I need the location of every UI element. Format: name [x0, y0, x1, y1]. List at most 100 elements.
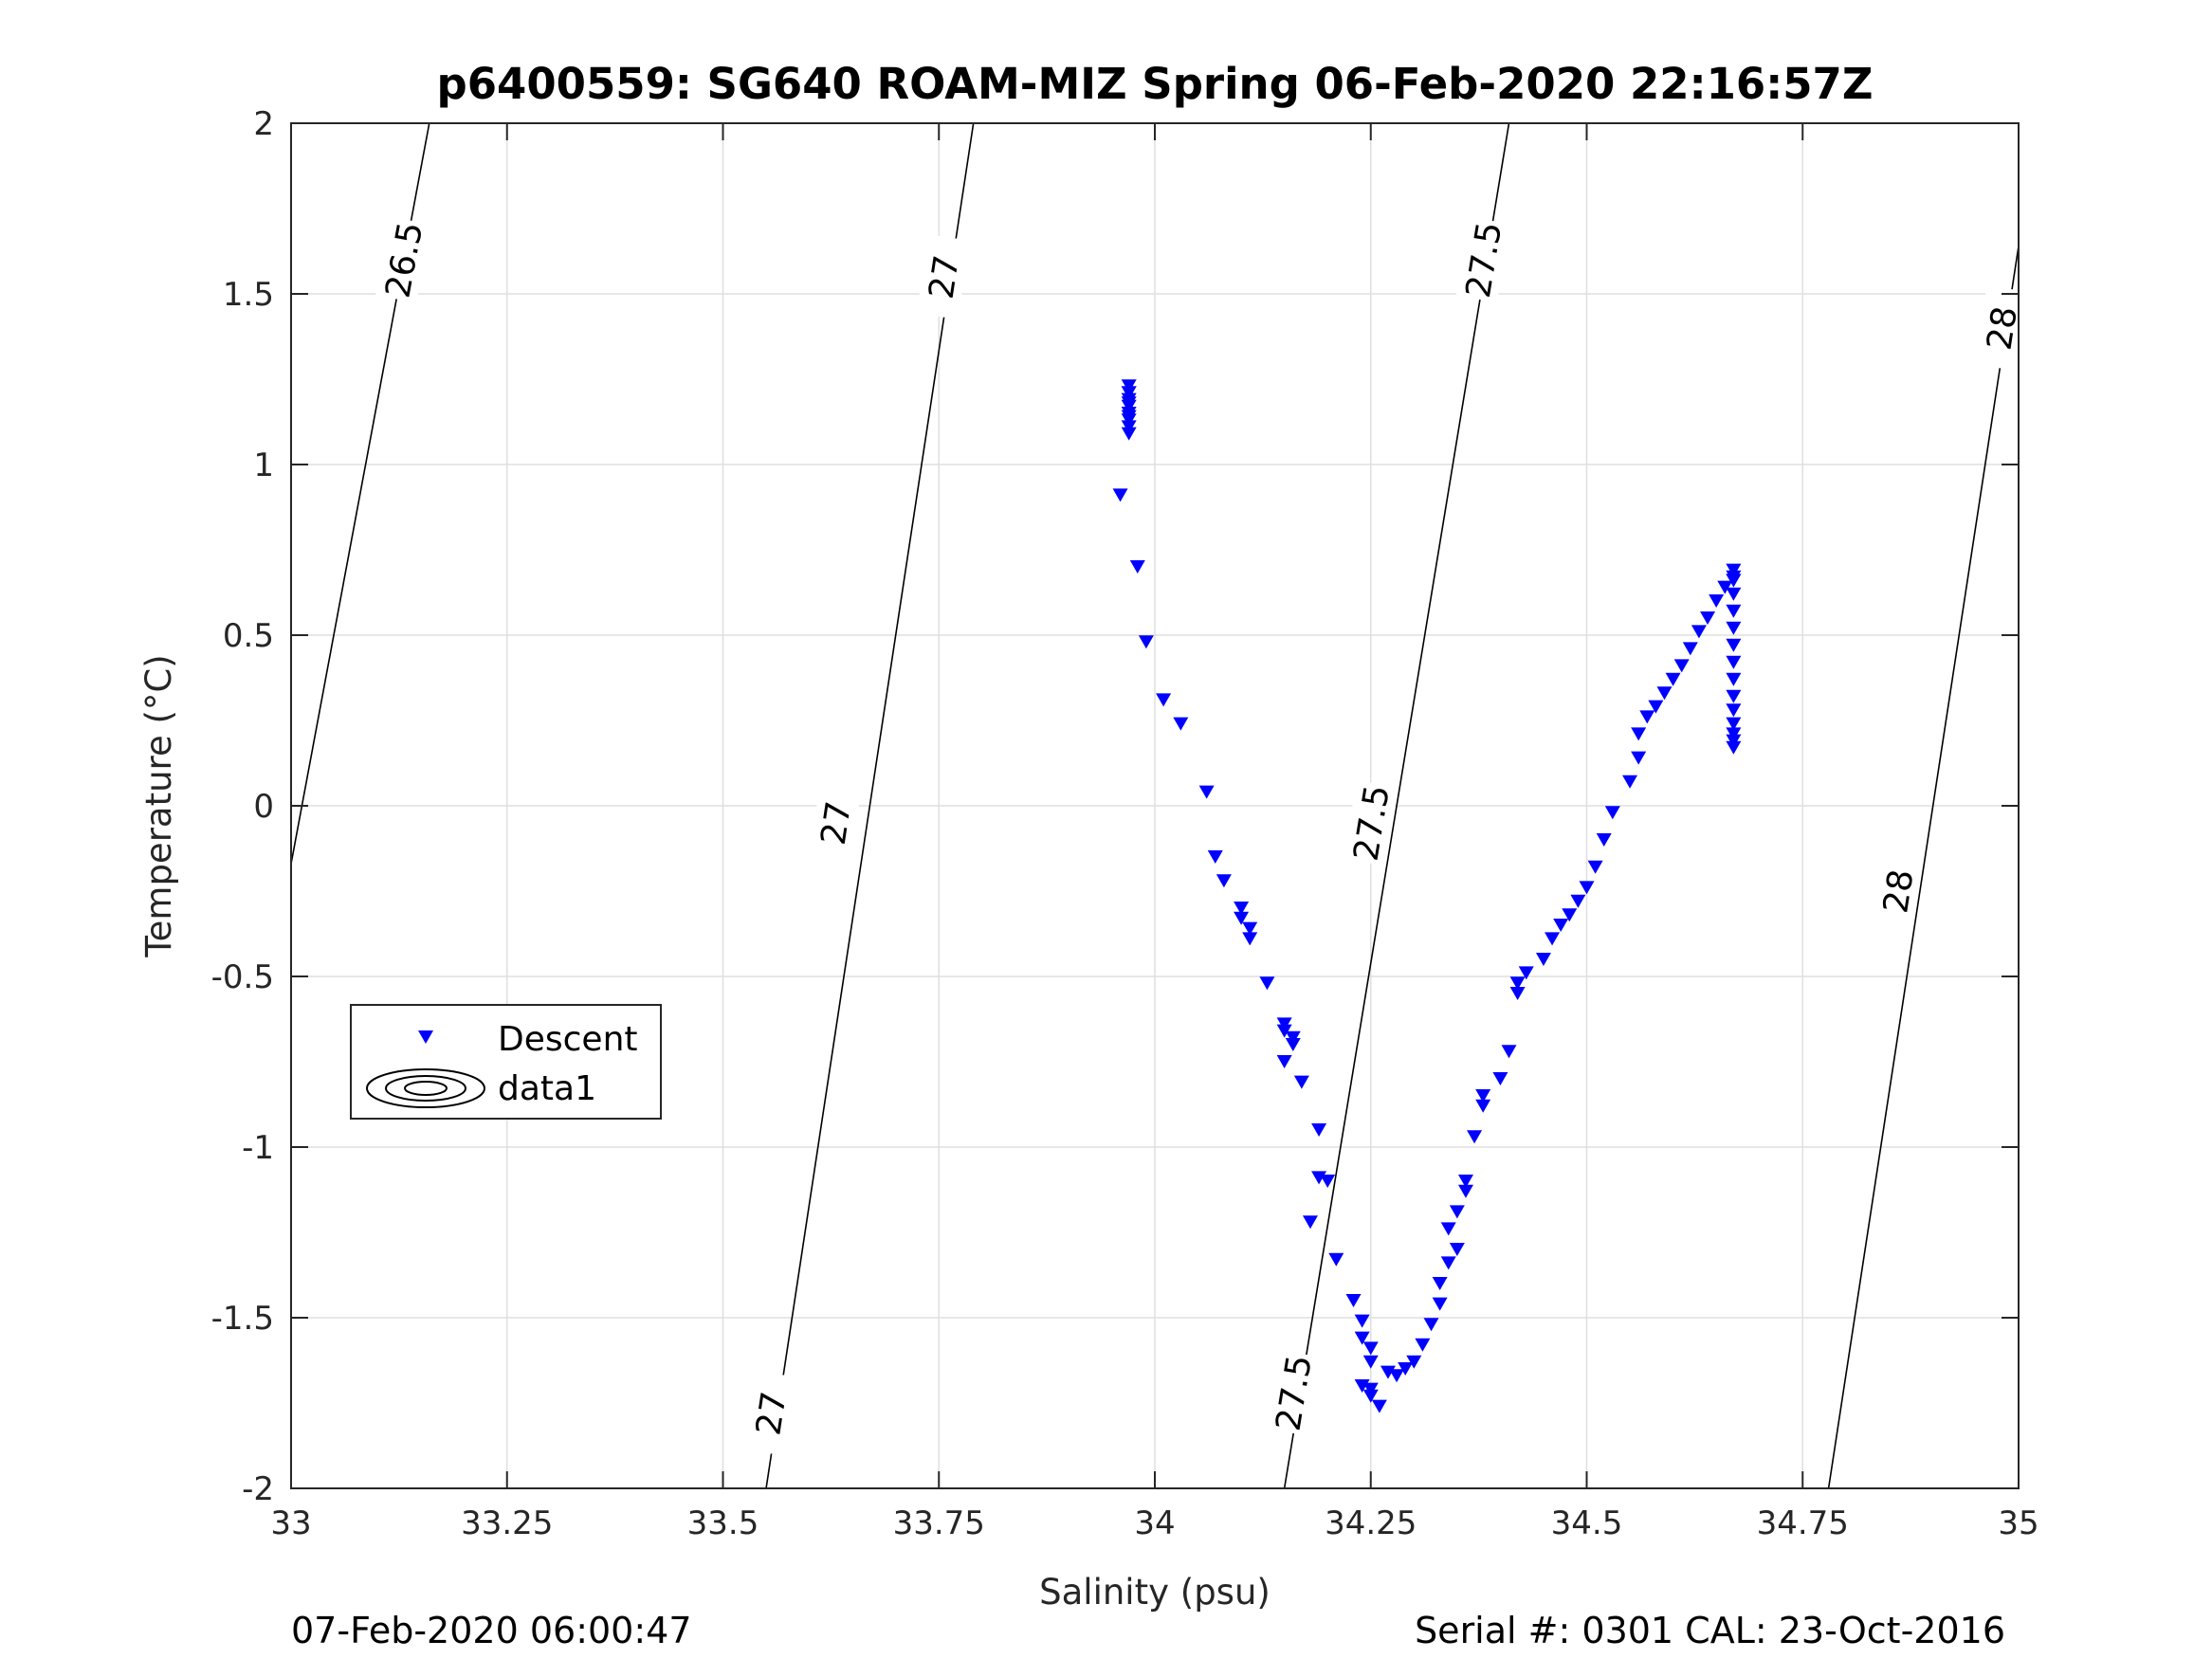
- legend-descent-marker: [418, 1030, 433, 1044]
- descent-point: [1665, 672, 1681, 686]
- contour-label-bg: [916, 234, 970, 319]
- descent-point: [1440, 1256, 1456, 1270]
- descent-point: [1639, 710, 1655, 724]
- descent-point: [1129, 560, 1145, 574]
- y-tick-label: 1: [253, 447, 274, 484]
- descent-point: [1121, 420, 1137, 434]
- descent-point: [1121, 396, 1137, 410]
- descent-point: [1398, 1362, 1414, 1376]
- footer-serial-cal: Serial #: 0301 CAL: 23-Oct-2016: [1415, 1610, 2005, 1651]
- grid-lines: [290, 122, 2020, 1489]
- x-tick-label: 34.5: [1551, 1504, 1623, 1542]
- descent-point: [1423, 1318, 1439, 1332]
- descent-point: [1622, 775, 1638, 789]
- descent-point: [1587, 860, 1603, 874]
- contour-label-bg: [1974, 285, 2028, 371]
- descent-point: [1509, 976, 1526, 991]
- contour-label: 27: [923, 253, 967, 301]
- descent-point: [1457, 1184, 1473, 1198]
- descent-point: [1509, 987, 1526, 1000]
- descent-point: [1121, 379, 1137, 393]
- descent-point: [1545, 932, 1561, 946]
- y-axis-label: Temperature (°C): [138, 654, 179, 957]
- descent-point: [1726, 689, 1742, 703]
- descent-point: [1311, 1123, 1327, 1137]
- descent-point: [1432, 1297, 1448, 1311]
- descent-point: [1631, 751, 1647, 765]
- descent-point: [1285, 1030, 1301, 1045]
- descent-point: [1328, 1252, 1344, 1267]
- descent-point: [1207, 850, 1223, 864]
- descent-point: [1112, 488, 1128, 502]
- descent-point: [1440, 1222, 1456, 1236]
- y-tick-label: -0.5: [211, 958, 274, 996]
- descent-point: [1656, 686, 1673, 701]
- descent-point: [1293, 1075, 1309, 1089]
- x-tick-label: 34.75: [1757, 1504, 1849, 1542]
- descent-point: [1432, 1277, 1448, 1290]
- descent-point: [1173, 717, 1189, 731]
- contour-label-bg: [1344, 779, 1398, 866]
- descent-point: [1726, 703, 1742, 718]
- descent-markers: [1112, 379, 1742, 1413]
- contour-label-bg: [808, 780, 862, 866]
- legend: Descent data1: [350, 1004, 662, 1120]
- chart-title: p6400559: SG640 ROAM-MIZ Spring 06-Feb-2…: [437, 59, 1874, 109]
- descent-point: [1354, 1331, 1370, 1345]
- descent-point: [1475, 1089, 1491, 1103]
- descent-point: [1467, 1130, 1483, 1144]
- descent-point: [1276, 1017, 1292, 1031]
- descent-point: [1700, 611, 1716, 625]
- descent-point: [1345, 1294, 1362, 1307]
- descent-point: [1276, 1024, 1292, 1038]
- y-tick-label: -1: [242, 1129, 274, 1167]
- descent-point: [1726, 638, 1742, 652]
- descent-point: [1449, 1205, 1465, 1219]
- descent-point: [1234, 902, 1250, 915]
- descent-point: [1276, 1055, 1292, 1068]
- descent-point: [1726, 621, 1742, 635]
- descent-point: [1389, 1369, 1405, 1383]
- legend-contour-icon: [366, 1068, 485, 1108]
- descent-point: [1138, 635, 1154, 649]
- descent-point: [1449, 1243, 1465, 1256]
- descent-point: [1354, 1314, 1370, 1328]
- legend-box: [350, 1004, 662, 1120]
- descent-point: [1415, 1338, 1431, 1352]
- descent-point: [1726, 563, 1742, 577]
- contour-label-bg: [1455, 216, 1510, 303]
- descent-point: [1726, 574, 1742, 588]
- x-tick-label: 34: [1134, 1504, 1175, 1542]
- descent-point: [1457, 1175, 1473, 1188]
- legend-descent-label: Descent: [498, 1020, 638, 1059]
- descent-point: [1726, 672, 1742, 686]
- x-axis-label: Salinity (psu): [1039, 1572, 1271, 1613]
- y-tick-label: -1.5: [211, 1300, 274, 1338]
- descent-point: [1631, 727, 1647, 741]
- descent-point: [1216, 874, 1232, 888]
- descent-point: [1198, 785, 1215, 799]
- descent-point: [1553, 919, 1569, 932]
- density-contour-line: [1283, 122, 1510, 1489]
- x-tick-label: 35: [1998, 1504, 2038, 1542]
- descent-point: [1562, 908, 1578, 922]
- x-tick-label: 33: [270, 1504, 311, 1542]
- descent-point: [1691, 625, 1707, 639]
- descent-point: [1596, 833, 1612, 847]
- descent-point: [1121, 427, 1137, 441]
- descent-point: [1234, 911, 1250, 925]
- descent-point: [1726, 604, 1742, 618]
- x-tick-label: 33.75: [893, 1504, 985, 1542]
- descent-point: [1121, 410, 1137, 424]
- descent-point: [1380, 1365, 1396, 1379]
- descent-point: [1320, 1175, 1336, 1188]
- descent-point: [1570, 894, 1586, 908]
- y-tick-label: 1.5: [223, 276, 274, 314]
- contour-label: 28: [1876, 866, 1921, 915]
- descent-point: [1726, 655, 1742, 669]
- footer-timestamp: 07-Feb-2020 06:00:47: [291, 1610, 692, 1651]
- descent-point: [1406, 1355, 1422, 1369]
- contour-label: 27: [814, 799, 859, 848]
- descent-point: [1535, 953, 1551, 966]
